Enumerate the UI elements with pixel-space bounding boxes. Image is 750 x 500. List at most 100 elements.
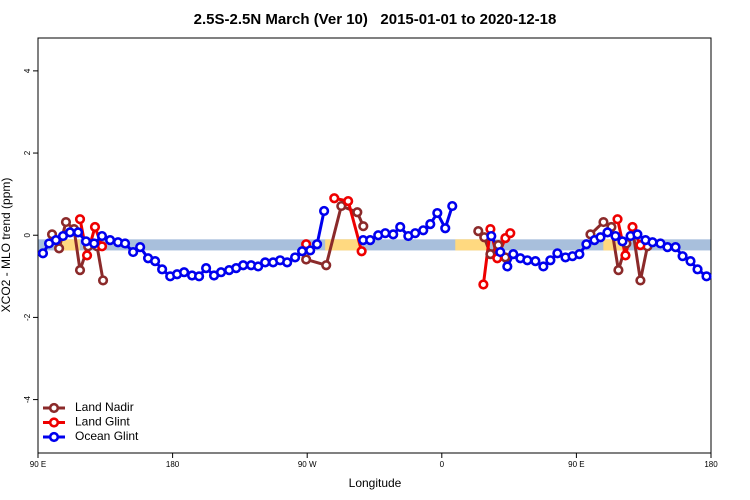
data-point: [193, 271, 205, 282]
data-point: [104, 235, 116, 246]
data-point: [53, 243, 65, 254]
data-point: [502, 261, 513, 272]
data-point: [97, 275, 109, 286]
data-point: [380, 228, 391, 239]
data-point: [538, 261, 549, 272]
data-point: [522, 255, 533, 266]
data-point: [701, 271, 712, 282]
chart-title: 2.5S-2.5N March (Ver 10) 2015-01-01 to 2…: [194, 11, 557, 28]
data-point: [530, 256, 541, 267]
data-point: [128, 246, 139, 258]
data-point: [343, 196, 354, 207]
data-point: [89, 221, 101, 233]
data-point: [352, 207, 363, 218]
data-point: [508, 249, 519, 260]
data-point: [289, 252, 301, 263]
data-point: [670, 242, 681, 253]
data-point: [96, 241, 108, 252]
legend-marker: [48, 431, 60, 443]
data-point: [620, 250, 631, 261]
data-point: [81, 250, 93, 261]
data-point: [495, 246, 506, 258]
data-point: [135, 242, 146, 253]
data-point: [685, 256, 696, 267]
data-point: [662, 242, 673, 253]
data-point: [356, 246, 367, 257]
data-point: [478, 279, 489, 290]
data-point: [647, 237, 658, 248]
data-point: [602, 227, 613, 238]
data-point: [297, 246, 308, 257]
data-point: [282, 257, 293, 268]
data-point: [37, 248, 49, 259]
data-point: [418, 225, 429, 236]
data-point: [425, 219, 436, 230]
y-tick-label: -4: [23, 395, 32, 403]
data-point: [505, 228, 516, 239]
data-point: [238, 260, 249, 271]
x-tick-label: 90 W: [298, 460, 317, 469]
data-point: [260, 257, 271, 268]
y-tick-label: -2: [23, 313, 32, 321]
data-point: [336, 200, 347, 212]
highlight-range: [455, 239, 490, 251]
x-axis-label: Longitude: [349, 476, 402, 490]
data-point: [581, 239, 592, 250]
highlight-range: [61, 239, 80, 251]
legend-label: Ocean Glint: [75, 429, 139, 443]
y-axis-label: XCO2 - MLO trend (ppm): [0, 178, 13, 313]
legend-marker: [48, 402, 60, 414]
data-point: [473, 226, 484, 237]
data-point: [635, 275, 646, 286]
data-point: [612, 214, 623, 225]
highlight-range: [325, 239, 360, 251]
data-point: [598, 216, 609, 228]
data-point: [321, 260, 332, 271]
data-point: [432, 207, 443, 219]
data-point: [677, 251, 688, 262]
x-tick-label: 90 E: [568, 460, 584, 469]
data-point: [610, 230, 621, 242]
legend-label: Land Nadir: [75, 400, 134, 414]
data-point: [617, 236, 628, 247]
x-tick-label: 0: [440, 460, 445, 469]
legend-marker: [48, 417, 60, 428]
x-tick-label: 180: [704, 460, 718, 469]
data-point: [574, 249, 585, 260]
data-point: [150, 256, 161, 267]
plot-frame: [37, 37, 712, 454]
data-point: [632, 229, 643, 240]
data-point: [440, 223, 451, 234]
legend-label: Land Glint: [75, 415, 130, 429]
data-point: [305, 245, 316, 256]
data-point: [318, 205, 330, 217]
data-point: [545, 255, 556, 266]
data-point: [329, 193, 340, 204]
data-point: [80, 236, 92, 247]
data-point: [388, 229, 399, 240]
x-tick-label: 90 E: [30, 460, 46, 469]
data-point: [365, 235, 376, 246]
data-point: [395, 221, 406, 233]
data-point: [179, 267, 190, 278]
data-point: [486, 230, 497, 242]
y-tick-label: 4: [23, 68, 32, 73]
data-point: [50, 235, 62, 246]
data-point: [88, 238, 100, 249]
data-point: [96, 230, 108, 242]
data-point: [627, 221, 638, 233]
data-point: [485, 249, 496, 260]
data-point: [64, 227, 76, 238]
data-point: [72, 227, 84, 238]
data-point: [613, 265, 624, 276]
data-point: [595, 232, 606, 243]
x-tick-label: 180: [166, 460, 180, 469]
reference-band: [38, 239, 711, 251]
data-point: [552, 248, 563, 259]
data-point: [301, 254, 312, 265]
y-tick-label: 0: [23, 232, 32, 237]
data-point: [253, 261, 264, 272]
data-point: [311, 239, 323, 250]
